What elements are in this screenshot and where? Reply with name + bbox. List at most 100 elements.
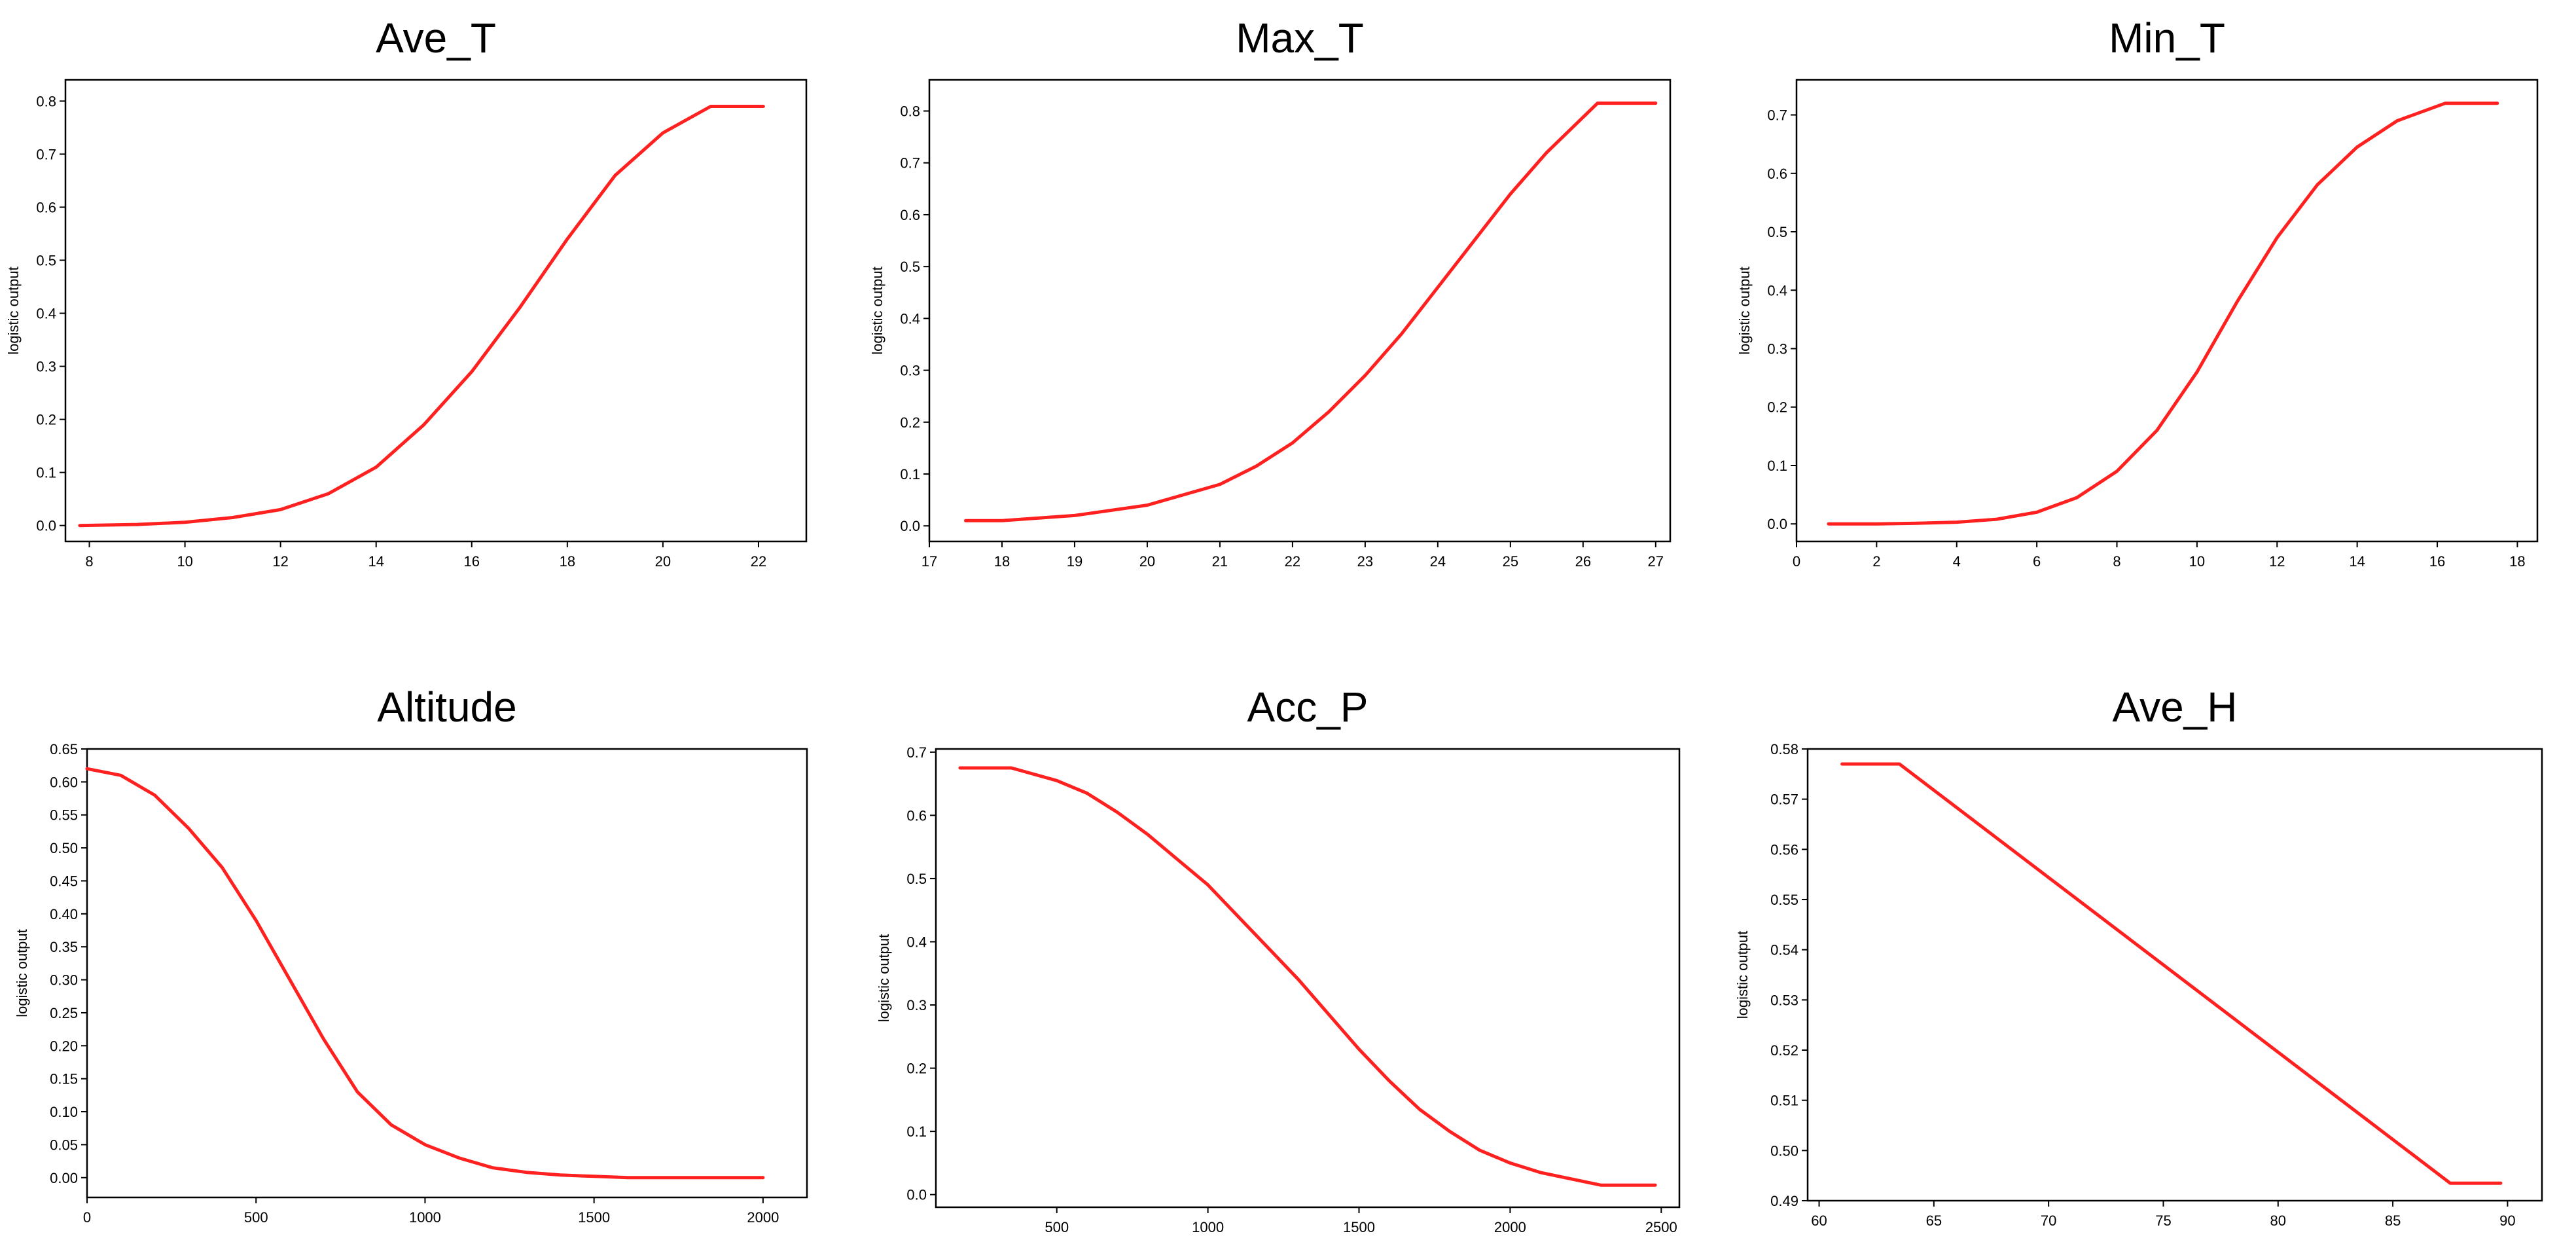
y-tick-label: 0.6	[900, 207, 920, 223]
x-tick-label: 18	[994, 553, 1010, 570]
chart-title: Max_T	[1236, 14, 1364, 62]
y-tick-label: 0.1	[1767, 458, 1787, 474]
x-tick-label: 2500	[1645, 1219, 1677, 1235]
plot-frame	[935, 748, 1681, 1209]
y-tick-label: 0.0	[1767, 516, 1787, 532]
x-tick-label: 8	[85, 553, 93, 570]
x-tick-label: 1000	[1192, 1219, 1224, 1235]
y-tick-label: 0.55	[50, 807, 78, 824]
y-tick-label: 0.1	[36, 465, 56, 481]
x-tick-label: 21	[1212, 553, 1228, 570]
y-tick-label: 0.5	[906, 871, 927, 887]
chart-panel: Altitude 0 500 1000 1500 2000 0.00 0.05 0.10 0.15…	[14, 683, 808, 1226]
y-tick-label: 0.45	[50, 873, 78, 889]
y-axis-label: logistic output	[5, 266, 22, 355]
chart-title: Acc_P	[1247, 683, 1368, 731]
x-tick-label: 18	[560, 553, 575, 570]
x-tick-label: 60	[1811, 1212, 1827, 1229]
y-tick-label: 0.3	[906, 997, 927, 1013]
x-tick-label: 24	[1430, 553, 1446, 570]
y-tick-label: 0.49	[1770, 1193, 1798, 1209]
y-tick-label: 0.53	[1770, 992, 1798, 1008]
chart-panel: Ave_T 8 10 12 14 16 18 20 22 0.0 0.1 0.2 0.3 0.4 0.5 0.…	[5, 14, 808, 570]
x-tick-label: 20	[655, 553, 671, 570]
y-tick-label: 0.0	[36, 518, 56, 534]
chart-panel: Ave_H 60 65 70 75 80 85 90 0.49 0.50 0.51 0.52 0.53 0…	[1734, 683, 2543, 1229]
x-tick-label: 90	[2499, 1212, 2515, 1229]
x-tick-label: 80	[2270, 1212, 2286, 1229]
y-tick-label: 0.50	[50, 840, 78, 856]
x-tick-label: 10	[2189, 553, 2205, 570]
plot-frame	[1795, 79, 2539, 543]
x-tick-label: 27	[1648, 553, 1664, 570]
chart-title: Altitude	[377, 683, 516, 731]
y-tick-label: 0.4	[900, 310, 920, 327]
x-tick-label: 12	[2269, 553, 2285, 570]
series-line	[78, 105, 765, 528]
x-tick-label: 8	[2113, 553, 2120, 570]
x-tick-label: 2	[1872, 553, 1880, 570]
y-tick-label: 0.2	[900, 414, 920, 431]
series-line	[964, 101, 1658, 522]
series-line	[1827, 101, 2499, 526]
x-tick-label: 12	[272, 553, 288, 570]
x-tick-label: 75	[2155, 1212, 2171, 1229]
x-tick-label: 22	[751, 553, 766, 570]
plot-frame	[64, 79, 808, 543]
x-tick-label: 1500	[1343, 1219, 1375, 1235]
y-tick-label: 0.3	[36, 359, 56, 375]
x-tick-label: 2000	[1494, 1219, 1526, 1235]
x-tick-label: 14	[368, 553, 384, 570]
x-tick-label: 1000	[409, 1209, 441, 1226]
y-tick-label: 0.05	[50, 1137, 78, 1153]
x-tick-label: 4	[1953, 553, 1961, 570]
x-tick-label: 22	[1285, 553, 1300, 570]
series-line	[85, 767, 765, 1180]
y-axis-label: logistic output	[14, 929, 30, 1017]
y-tick-label: 0.7	[900, 155, 920, 172]
y-tick-label: 0.6	[36, 199, 56, 215]
y-tick-label: 0.1	[906, 1123, 927, 1140]
y-tick-label: 0.4	[1767, 282, 1787, 299]
y-tick-label: 0.40	[50, 906, 78, 922]
x-tick-label: 85	[2385, 1212, 2401, 1229]
y-axis-label: logistic output	[869, 266, 885, 355]
y-tick-label: 0.7	[906, 744, 927, 761]
x-tick-label: 0	[1793, 553, 1800, 570]
x-tick-label: 65	[1926, 1212, 1942, 1229]
x-tick-label: 14	[2349, 553, 2365, 570]
chart-panel: Acc_P 500 1000 1500 2000 2500 0.0 0.1 0.2 0.3 0.4 0…	[876, 683, 1681, 1235]
y-tick-label: 0.5	[900, 259, 920, 275]
y-tick-label: 0.7	[36, 146, 56, 162]
plot-frame	[928, 79, 1672, 543]
y-tick-label: 0.58	[1770, 741, 1798, 757]
y-tick-label: 0.54	[1770, 942, 1798, 958]
y-tick-label: 0.4	[906, 934, 927, 950]
y-tick-label: 0.60	[50, 774, 78, 790]
x-tick-label: 20	[1139, 553, 1155, 570]
y-tick-label: 0.0	[906, 1187, 927, 1203]
y-tick-label: 0.1	[900, 466, 920, 483]
y-axis-label: logistic output	[1736, 266, 1753, 355]
x-tick-label: 17	[921, 553, 937, 570]
y-tick-label: 0.50	[1770, 1142, 1798, 1159]
y-tick-label: 0.4	[36, 306, 56, 322]
y-tick-label: 0.57	[1770, 792, 1798, 808]
y-tick-label: 0.6	[1767, 166, 1787, 182]
y-tick-label: 0.35	[50, 939, 78, 955]
y-tick-label: 0.52	[1770, 1042, 1798, 1059]
x-tick-label: 16	[2429, 553, 2445, 570]
y-tick-label: 0.7	[1767, 107, 1787, 124]
y-tick-label: 0.2	[906, 1061, 927, 1077]
x-tick-label: 70	[2041, 1212, 2056, 1229]
y-tick-label: 0.65	[50, 741, 78, 757]
x-tick-label: 23	[1357, 553, 1373, 570]
y-tick-label: 0.10	[50, 1104, 78, 1120]
chart-panel: Max_T 17 18 19 20 21 22 23 24 25 26 27 0.0 0.1 0.2 0.3 0…	[869, 14, 1672, 570]
y-axis-label: logistic output	[1734, 931, 1751, 1019]
y-axis-label: logistic output	[876, 934, 892, 1023]
x-tick-label: 500	[244, 1209, 268, 1226]
y-tick-label: 0.51	[1770, 1093, 1798, 1109]
y-tick-label: 0.25	[50, 1005, 78, 1021]
